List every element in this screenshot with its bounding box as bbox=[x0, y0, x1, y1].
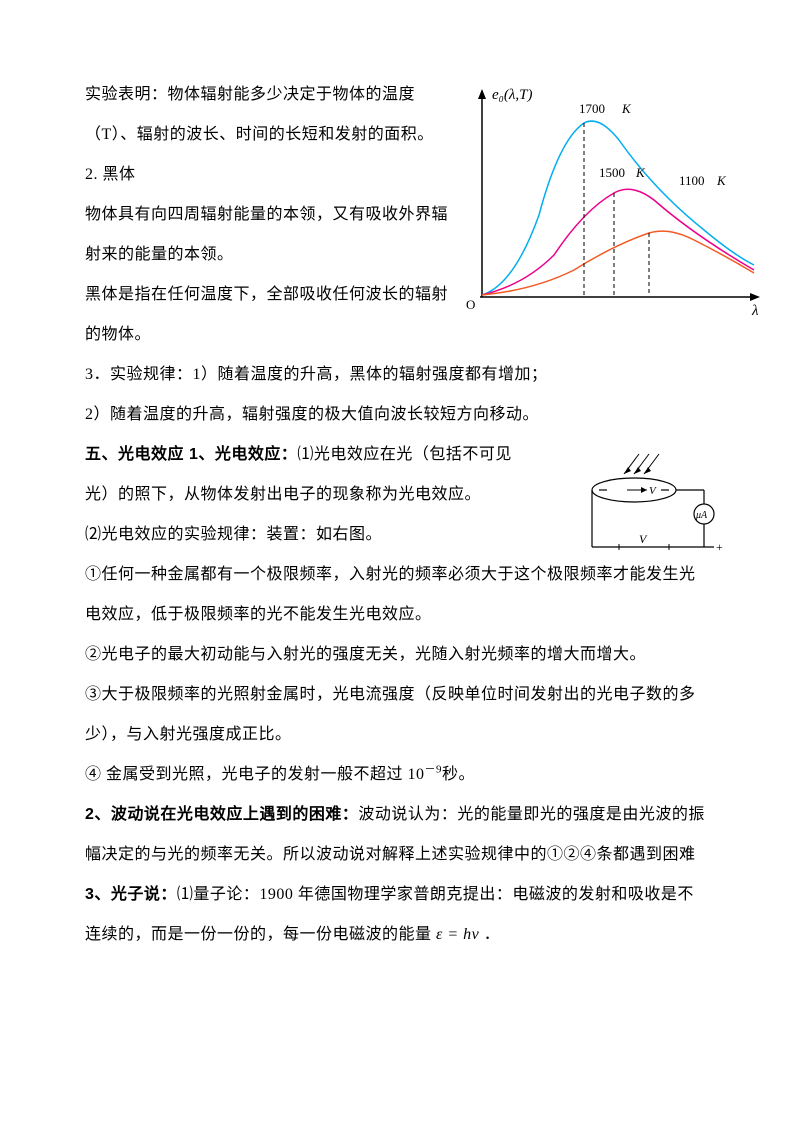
heading-photon: 3、光子说： bbox=[85, 886, 177, 903]
chart-label-1100: 1100 bbox=[679, 173, 705, 188]
para-2: 2. 黑体 bbox=[85, 155, 455, 195]
circuit-v-top: V bbox=[649, 485, 657, 497]
svg-text:K: K bbox=[716, 173, 727, 188]
para-14: 3、光子说：⑴量子论：1900 年德国物理学家普朗克提出：电磁波的发射和吸收是不… bbox=[85, 875, 709, 955]
blackbody-chart: e₀(λ,T) λ O 1700 K 1500 K 1100 K bbox=[454, 85, 764, 325]
formula-e-hv: ε = hν bbox=[432, 926, 484, 943]
page-content: e₀(λ,T) λ O 1700 K 1500 K 1100 K bbox=[0, 0, 794, 1015]
circuit-ua: μA bbox=[695, 510, 708, 521]
para-10: ②光电子的最大初动能与入射光的强度无关，光随入射光频率的增大而增大。 bbox=[85, 635, 709, 675]
para-12: ④ 金属受到光照，光电子的发射一般不超过 10－9秒。 bbox=[85, 755, 709, 795]
heading-wave: 2、波动说在光电效应上遇到的困难： bbox=[85, 806, 358, 823]
svg-text:K: K bbox=[621, 101, 632, 116]
chart-x-label: λ bbox=[751, 303, 759, 319]
para-13: 2、波动说在光电效应上遇到的困难：波动说认为：光的能量即光的强度是由光波的振幅决… bbox=[85, 795, 709, 875]
para-1: 实验表明：物体辐射能多少决定于物体的温度（T）、辐射的波长、时间的长短和发射的面… bbox=[85, 75, 455, 155]
para-6: 2）随着温度的升高，辐射强度的极大值向波长较短方向移动。 bbox=[85, 395, 709, 435]
para-5: 3．实验规律：1）随着温度的升高，黑体的辐射强度都有增加； bbox=[85, 355, 709, 395]
chart-label-1500: 1500 bbox=[599, 165, 625, 180]
circuit-plus: + bbox=[716, 540, 723, 554]
circuit-diagram: V μA V + bbox=[579, 452, 739, 562]
para-9: ①任何一种金属都有一个极限频率，入射光的频率必须大于这个极限频率才能发生光电效应… bbox=[85, 555, 709, 635]
chart-origin: O bbox=[466, 297, 475, 312]
para-4: 黑体是指在任何温度下，全部吸收任何波长的辐射的物体。 bbox=[85, 275, 455, 355]
circuit-v-bottom: V bbox=[639, 532, 648, 546]
para-8: ⑵光电效应的实验规律：装置：如右图。 bbox=[85, 515, 535, 555]
heading-5: 五、光电效应 1、光电效应： bbox=[85, 446, 297, 463]
chart-label-1700: 1700 bbox=[579, 101, 605, 116]
para-11: ③大于极限频率的光照射金属时，光电流强度（反映单位时间发射出的光电子数的多少），… bbox=[85, 675, 709, 755]
svg-text:K: K bbox=[635, 165, 646, 180]
chart-y-label: e₀(λ,T) bbox=[492, 87, 532, 103]
para-3: 物体具有向四周辐射能量的本领，又有吸收外界辐射来的能量的本领。 bbox=[85, 195, 455, 275]
para-7: 五、光电效应 1、光电效应：⑴光电效应在光（包括不可见光）的照下，从物体发射出电… bbox=[85, 435, 535, 515]
